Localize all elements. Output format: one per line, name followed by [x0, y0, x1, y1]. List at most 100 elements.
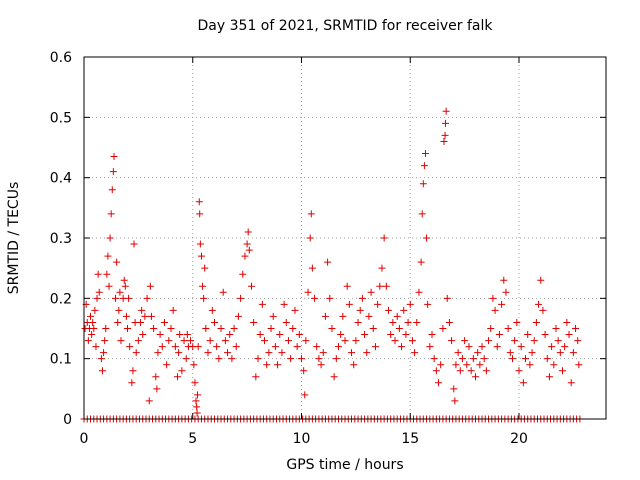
data-point: [92, 343, 100, 351]
y-tick-label: 0.3: [50, 231, 72, 247]
data-point: [442, 107, 450, 115]
data-point: [254, 355, 262, 363]
data-point: [147, 312, 155, 320]
data-point: [380, 234, 388, 242]
data-point: [332, 355, 340, 363]
data-point: [88, 331, 96, 339]
data-point: [160, 318, 168, 326]
data-point: [352, 337, 360, 345]
data-point: [541, 331, 549, 339]
data-point: [517, 343, 525, 351]
data-point: [487, 325, 495, 332]
data-point: [539, 306, 547, 314]
data-point: [278, 349, 286, 357]
data-point: [237, 294, 245, 302]
data-point: [474, 349, 482, 357]
data-point: [146, 282, 154, 290]
data-point: [559, 367, 566, 375]
data-point: [385, 306, 392, 314]
data-point: [171, 343, 179, 351]
data-point: [93, 294, 101, 302]
data-point: [506, 349, 514, 357]
data-point: [567, 379, 575, 387]
data-point: [395, 325, 403, 332]
data-point: [306, 234, 314, 242]
data-point: [115, 306, 123, 314]
data-point: [258, 300, 266, 308]
x-tick-label: 20: [510, 431, 528, 447]
data-point: [194, 343, 202, 351]
chart-title: Day 351 of 2021, SRMTID for receiver fal…: [197, 18, 493, 34]
data-point: [241, 252, 249, 260]
data-point: [343, 282, 351, 290]
data-point: [341, 337, 349, 345]
data-point: [199, 282, 207, 290]
data-point: [448, 337, 456, 345]
data-point: [467, 367, 475, 375]
data-point: [371, 343, 379, 351]
data-point: [105, 282, 113, 290]
data-point: [391, 337, 399, 345]
data-point: [528, 349, 536, 357]
data-point: [456, 367, 464, 375]
data-point: [256, 331, 264, 339]
data-point: [302, 337, 310, 345]
data-point: [112, 294, 120, 302]
data-point: [293, 343, 301, 351]
data-point: [504, 325, 512, 332]
data-point: [90, 325, 98, 332]
data-point: [193, 409, 201, 417]
data-point: [194, 391, 202, 399]
data-point: [350, 361, 358, 369]
data-point: [511, 337, 519, 345]
data-point: [451, 397, 459, 405]
data-point: [200, 294, 208, 302]
data-point: [411, 349, 419, 357]
data-point: [435, 379, 443, 387]
data-point: [472, 373, 479, 381]
data-point: [491, 306, 499, 314]
data-point: [430, 355, 438, 363]
data-point: [530, 337, 538, 345]
data-point: [183, 331, 191, 339]
data-point: [493, 343, 501, 351]
data-point: [358, 294, 366, 302]
data-point: [137, 318, 145, 326]
data-point: [289, 325, 297, 332]
data-point: [354, 318, 362, 326]
data-point: [116, 288, 124, 296]
data-point: [324, 258, 332, 266]
data-point: [211, 318, 218, 326]
data-point: [522, 355, 530, 363]
y-axis-label: SRMTID / TECUs: [6, 181, 22, 295]
data-point: [469, 355, 477, 363]
data-point: [192, 397, 200, 405]
data-point: [417, 258, 425, 266]
data-point: [574, 337, 582, 345]
data-point: [356, 306, 364, 314]
y-tick-label: 0: [63, 412, 72, 428]
data-point: [191, 379, 199, 387]
data-point: [104, 252, 112, 260]
y-tick-label: 0.6: [50, 50, 72, 66]
data-point: [500, 276, 508, 284]
data-point: [311, 294, 319, 302]
data-point: [328, 325, 336, 332]
data-point: [228, 355, 236, 363]
data-point: [120, 276, 128, 284]
data-point: [439, 325, 447, 332]
data-point: [369, 325, 377, 332]
data-point: [102, 325, 110, 332]
data-point: [575, 361, 583, 369]
data-point: [234, 312, 242, 320]
data-point: [326, 294, 334, 302]
data-point: [552, 325, 560, 332]
data-point: [437, 361, 445, 369]
data-point: [122, 312, 130, 320]
data-point: [543, 355, 551, 363]
data-point: [101, 337, 109, 345]
data-point: [398, 343, 406, 351]
data-point: [114, 318, 122, 326]
data-point: [128, 379, 136, 387]
